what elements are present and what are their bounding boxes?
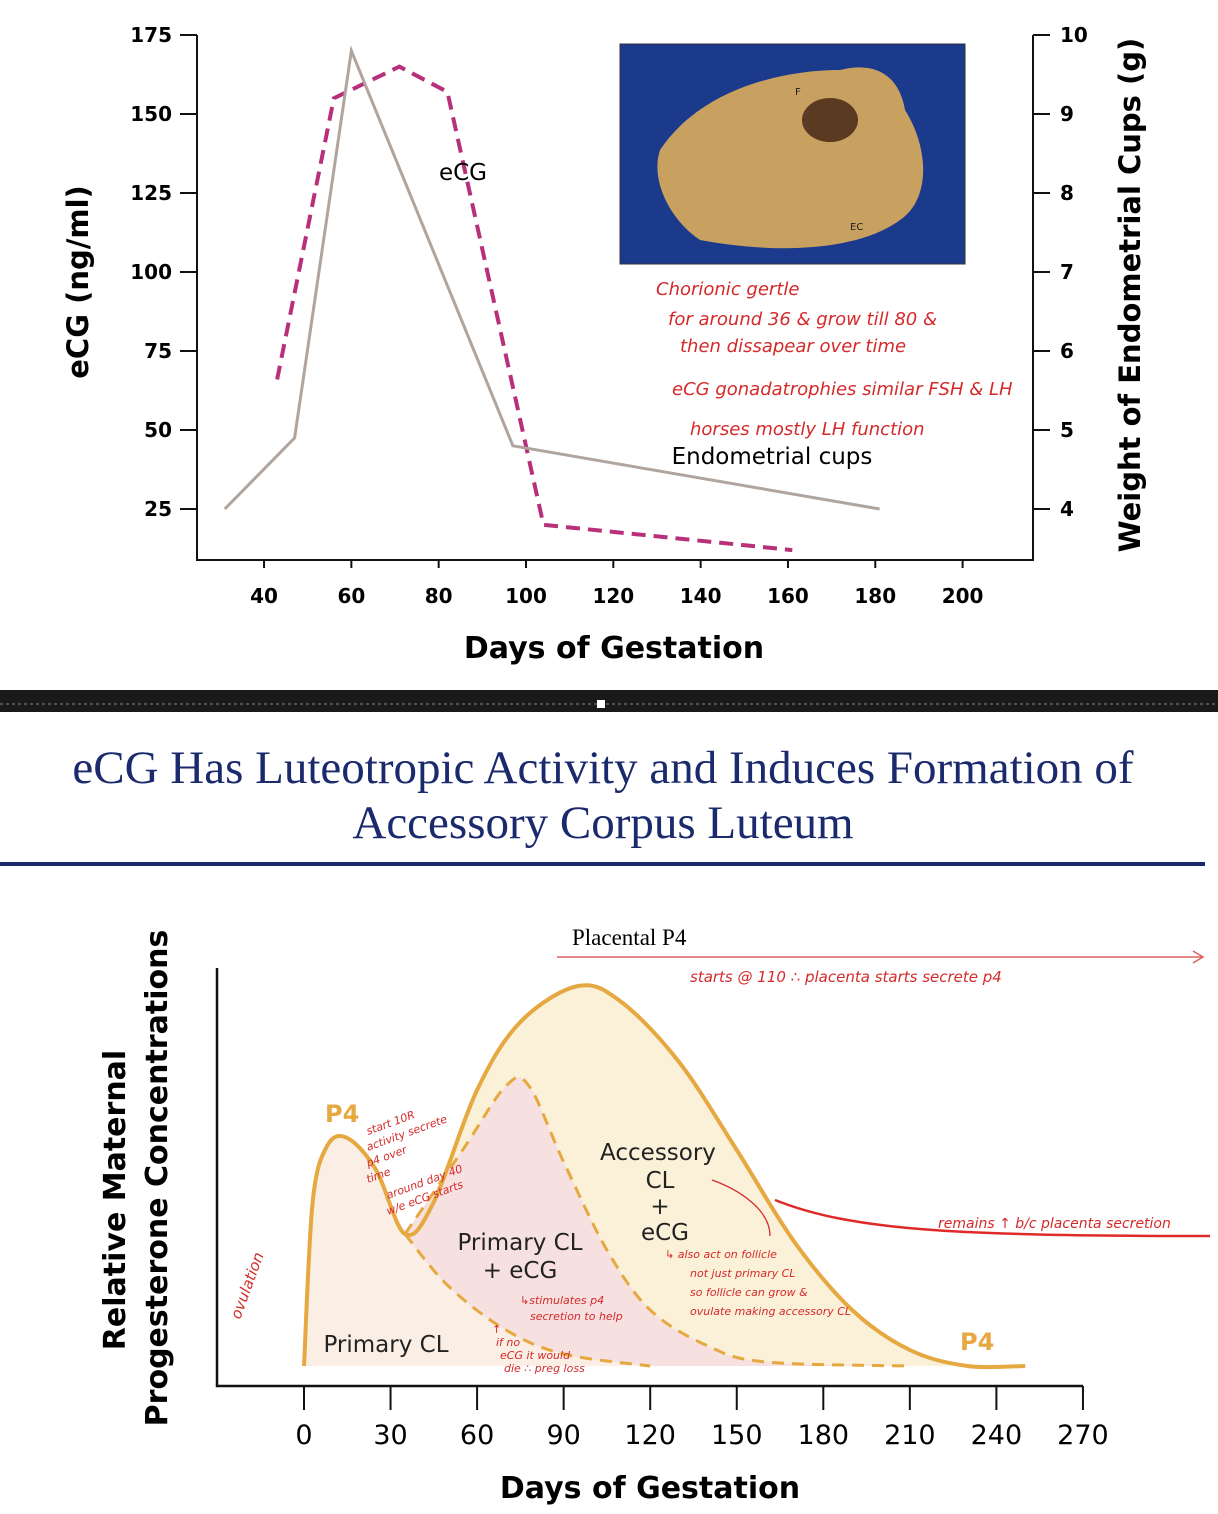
- curve-label-p4_left: P4: [325, 1100, 359, 1128]
- divider-bar: [0, 690, 1218, 712]
- handwritten-note-placental: starts @ 110 ∴ placenta starts secrete p…: [690, 968, 1002, 986]
- x-tick-label: 210: [884, 1420, 936, 1451]
- photo-tissue: [657, 67, 924, 249]
- x-tick-label: 60: [337, 584, 365, 608]
- series-label-ecg: eCG: [439, 160, 487, 186]
- curve-label-acc_1: Accessory: [600, 1140, 716, 1166]
- curve-label-acc_3: +: [650, 1194, 669, 1220]
- slide-title-line-2: Accessory Corpus Luteum: [352, 797, 853, 849]
- y2-axis-label: Weight of Endometrial Cups (g): [1113, 38, 1147, 553]
- top-chart: 40 60 80 100 120 140 160 180 2002550751001251501…: [61, 23, 1147, 666]
- y2-tick-label: 4: [1060, 497, 1074, 521]
- x-tick-label: 40: [250, 584, 278, 608]
- bottom-chart: 0 30 60 90 120 150 180 210 240 270 Days of Gestati…: [98, 925, 1211, 1506]
- divider: [0, 690, 1218, 712]
- x-tick-label: 80: [425, 584, 453, 608]
- handwritten-note: for around 36 & grow till 80 &: [668, 309, 937, 330]
- handwritten-note-if-no: die ∴ preg loss: [504, 1362, 585, 1375]
- x-tick-label: 200: [942, 584, 984, 608]
- curve-label-primary_cl: Primary CL: [323, 1332, 448, 1358]
- curve-label-acc_2: CL: [646, 1168, 675, 1194]
- series-line-primary-cl: [403, 1233, 651, 1368]
- x-tick-label: 160: [767, 584, 809, 608]
- x-tick-label: 0: [295, 1420, 312, 1451]
- curve-label-primary_ecg_2: + eCG: [483, 1258, 558, 1284]
- handwritten-note-if-no: ↑: [492, 1323, 501, 1336]
- y2-tick-label: 5: [1060, 418, 1074, 442]
- series-label-endometrial-cups: Endometrial cups: [672, 444, 873, 470]
- y-axis-label-line-2: Progesterone Concentrations: [140, 930, 175, 1427]
- area-primary-cl-ecg: [404, 1077, 910, 1366]
- series-line-ecg: [275, 64, 793, 553]
- x-tick-label: 90: [546, 1420, 580, 1451]
- photo-label-f: F: [795, 87, 801, 98]
- y-tick-label: 175: [130, 23, 172, 47]
- y-axis-label: eCG (ng/ml): [61, 185, 95, 379]
- plot-frame: [196, 35, 1034, 561]
- y-tick-label: 25: [144, 497, 172, 521]
- y-axis-label-line-1: Relative Maternal: [98, 1050, 133, 1350]
- annotation-pointer: [711, 1179, 771, 1237]
- x-axis-label: Days of Gestation: [500, 1471, 800, 1506]
- x-tick-label: 30: [373, 1420, 407, 1451]
- x-tick-label: 240: [971, 1420, 1023, 1451]
- handwritten-note-follicle: so follicle can grow &: [690, 1286, 808, 1299]
- handwritten-note-ovulation: ovulation: [227, 1250, 268, 1322]
- curve-label-p4_right: P4: [960, 1328, 994, 1356]
- handwritten-note-follicle: ↳ also act on follicle: [665, 1248, 777, 1261]
- y-tick-label: 50: [144, 418, 172, 442]
- curve-label-acc_4: eCG: [641, 1220, 689, 1246]
- y-tick-label: 75: [144, 339, 172, 363]
- handwritten-note-if-no: eCG it would: [500, 1349, 571, 1362]
- handwritten-note-stimulates: secretion to help: [530, 1310, 623, 1323]
- y-tick-label: 125: [130, 181, 172, 205]
- handwritten-note: then dissapear over time: [680, 336, 906, 357]
- x-tick-label: 140: [680, 584, 722, 608]
- divider-handle[interactable]: [597, 700, 605, 708]
- x-axis-label: Days of Gestation: [464, 631, 764, 666]
- handwritten-note: eCG gonadatrophies similar FSH & LH: [672, 379, 1013, 400]
- x-tick-label: 270: [1057, 1420, 1109, 1451]
- series-line-primary-cl-ecg: [403, 1075, 910, 1368]
- arrowhead-icon: [1192, 950, 1205, 964]
- annotation-line-remains: [774, 1198, 1211, 1238]
- handwritten-note-follicle: ovulate making accessory CL: [690, 1305, 851, 1318]
- y-tick-label: 100: [130, 260, 172, 284]
- x-tick-label: 120: [592, 584, 634, 608]
- x-tick-label: 120: [624, 1420, 676, 1451]
- curve-label-primary_ecg_1: Primary CL: [457, 1230, 582, 1256]
- y2-tick-label: 9: [1060, 102, 1074, 126]
- area-primary-cl: [304, 1135, 651, 1366]
- y2-tick-label: 7: [1060, 260, 1074, 284]
- handwritten-note-follicle: not just primary CL: [690, 1267, 795, 1280]
- x-tick-label: 180: [798, 1420, 850, 1451]
- placental-p4-label: Placental P4: [572, 925, 687, 950]
- x-tick-label: 150: [711, 1420, 763, 1451]
- handwritten-note-stimulates: ↳stimulates p4: [520, 1294, 604, 1307]
- slide-title-line-1: eCG Has Luteotropic Activity and Induces…: [72, 742, 1134, 794]
- y-tick-label: 150: [130, 102, 172, 126]
- y2-tick-label: 10: [1060, 23, 1088, 47]
- axes: [215, 968, 1083, 1388]
- endometrial-cups-photo: F EC: [619, 43, 966, 265]
- handwritten-note: horses mostly LH function: [690, 419, 925, 440]
- series-line-p4: [302, 983, 1026, 1370]
- y2-tick-label: 8: [1060, 181, 1074, 205]
- photo-dark-region: [802, 98, 858, 142]
- handwritten-note-remains: remains ↑ b/c placenta secretion: [938, 1216, 1171, 1232]
- photo-label-ec: EC: [850, 222, 863, 233]
- y2-tick-label: 6: [1060, 339, 1074, 363]
- handwritten-note-if-no: if no: [496, 1336, 520, 1349]
- x-tick-label: 180: [854, 584, 896, 608]
- x-tick-label: 60: [460, 1420, 494, 1451]
- handwritten-note: Chorionic gertle: [656, 279, 799, 300]
- x-tick-label: 100: [505, 584, 547, 608]
